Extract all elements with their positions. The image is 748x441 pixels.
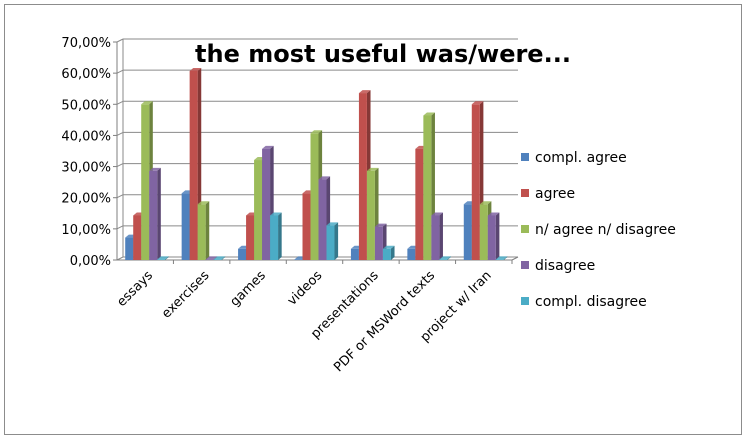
gridline-side — [116, 38, 124, 43]
y-tick-label: 70,00% — [61, 36, 111, 51]
legend-item: compl. disagree — [521, 294, 647, 310]
y-tick-label: 10,00% — [61, 223, 111, 238]
legend-label: agree — [535, 186, 575, 202]
gridline-side — [116, 131, 124, 136]
legend-label: disagree — [535, 258, 595, 274]
bar — [431, 212, 443, 260]
bar — [213, 256, 226, 260]
bar — [197, 201, 210, 260]
legend-swatch — [521, 297, 529, 305]
bars — [125, 67, 508, 261]
y-tick-label: 20,00% — [61, 192, 111, 207]
x-tick-label: exercises — [159, 268, 212, 321]
bar — [326, 222, 339, 260]
y-tick-label: 60,00% — [61, 67, 111, 82]
floor-edge — [511, 256, 519, 261]
gridline-side — [116, 100, 124, 105]
bar — [495, 256, 508, 260]
legend-label: compl. disagree — [535, 294, 647, 310]
gridline-side — [116, 69, 124, 74]
x-tick-label: essays — [114, 268, 156, 310]
bar — [487, 212, 500, 260]
y-tick-label: 50,00% — [61, 98, 111, 113]
bar — [149, 167, 161, 260]
x-tick-label: videos — [285, 268, 326, 309]
gridline-side — [116, 225, 124, 230]
legend: compl. agree agree n/ agree n/ disagree dis… — [521, 150, 676, 310]
legend-swatch — [521, 261, 529, 269]
legend-item: disagree — [521, 258, 595, 274]
y-tick-labels: 0,00% 10,00% 20,00% 30,00% 40,00% 50,00% 60,00… — [61, 36, 111, 269]
legend-item: compl. agree — [521, 150, 627, 166]
legend-item: agree — [521, 186, 575, 202]
bar — [157, 256, 169, 260]
legend-label: compl. agree — [535, 150, 627, 166]
y-tick-label: 0,00% — [70, 254, 111, 269]
x-tick-label: PDF or MSWord texts — [331, 268, 438, 375]
gridline-side — [116, 194, 124, 199]
legend-item: n/ agree n/ disagree — [521, 222, 676, 238]
legend-swatch — [521, 153, 529, 161]
bar — [382, 245, 395, 260]
legend-swatch — [521, 225, 529, 233]
y-tick-label: 30,00% — [61, 161, 111, 176]
legend-label: n/ agree n/ disagree — [535, 222, 676, 238]
y-tick-label: 40,00% — [61, 129, 111, 144]
x-tick-labels: essays exercises games videospresentationsP… — [114, 268, 494, 375]
bar — [270, 212, 282, 260]
gridline-side — [116, 163, 124, 168]
bar — [439, 256, 451, 260]
x-tick-label: games — [227, 268, 269, 310]
chart-title: the most useful was/were... — [195, 40, 571, 68]
legend-swatch — [521, 189, 529, 197]
